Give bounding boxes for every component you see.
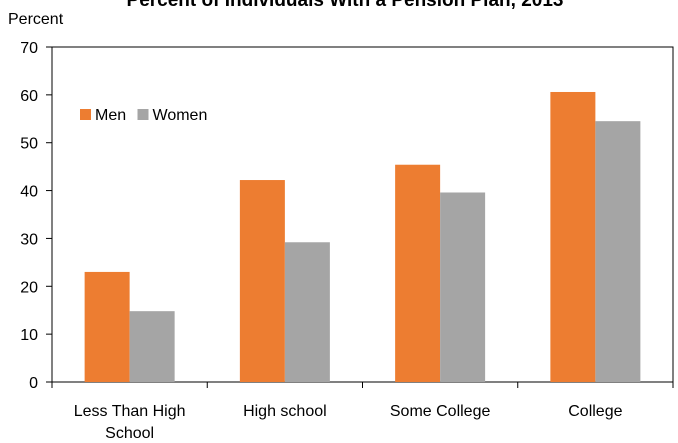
legend-swatch xyxy=(137,109,149,120)
y-tick-label: 60 xyxy=(20,88,38,105)
plot-area: 0 10 20 30 40 50 60 70 Less Than High School High … xyxy=(20,40,674,442)
chart-title: Percent of Individuals With a Pension Pl… xyxy=(127,0,564,11)
bar-men xyxy=(84,271,130,382)
x-tick-label-line: Less Than High xyxy=(74,403,186,420)
bar-women xyxy=(129,311,175,382)
y-tick-label: 20 xyxy=(20,279,38,296)
x-tick-label-line: High school xyxy=(243,403,327,420)
y-tick-label: 70 xyxy=(20,40,38,57)
legend-label: Men xyxy=(95,107,126,124)
y-tick-label: 40 xyxy=(20,184,38,201)
x-tick-label-line: College xyxy=(568,403,622,420)
x-tick-label: College xyxy=(568,403,622,420)
y-tick-label: 30 xyxy=(20,231,38,248)
x-tick-label-line: School xyxy=(105,425,154,442)
x-tick-label: High school xyxy=(243,403,327,420)
legend-label: Women xyxy=(153,107,208,124)
x-tick-label-line: Some College xyxy=(390,403,491,420)
y-tick-label: 10 xyxy=(20,327,38,344)
bar-women xyxy=(595,121,641,382)
legend-swatch xyxy=(80,109,91,120)
bar-men xyxy=(239,180,285,382)
bar-men xyxy=(395,164,441,382)
x-tick-label: Some College xyxy=(390,403,491,420)
y-axis-label: Percent xyxy=(8,11,64,28)
bar-women xyxy=(440,192,486,382)
bar-men xyxy=(550,91,596,382)
y-tick-label: 0 xyxy=(29,375,38,392)
bar-women xyxy=(284,242,330,382)
y-tick-label: 50 xyxy=(20,136,38,153)
x-tick-label: Less Than High School xyxy=(74,403,186,442)
